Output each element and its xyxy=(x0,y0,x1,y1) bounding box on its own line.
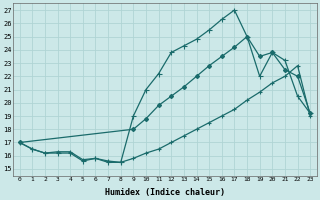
X-axis label: Humidex (Indice chaleur): Humidex (Indice chaleur) xyxy=(105,188,225,197)
